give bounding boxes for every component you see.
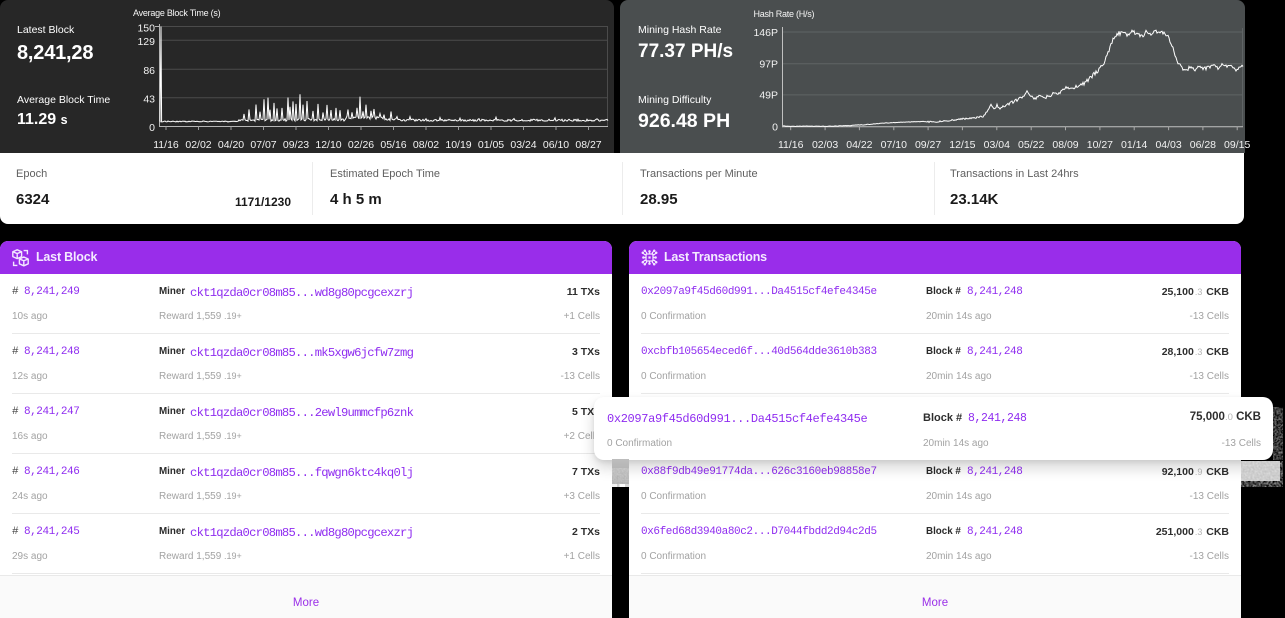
svg-text:02/03: 02/03 (812, 139, 838, 151)
svg-text:07/10: 07/10 (881, 139, 907, 151)
svg-text:07/07: 07/07 (250, 139, 276, 151)
svg-text:04/22: 04/22 (846, 139, 872, 151)
svg-text:12/10: 12/10 (315, 139, 341, 151)
svg-text:05/16: 05/16 (380, 139, 406, 151)
svg-text:01/05: 01/05 (478, 139, 504, 151)
svg-text:05/22: 05/22 (1018, 139, 1044, 151)
svg-text:10/27: 10/27 (1087, 139, 1113, 151)
svg-text:06/10: 06/10 (543, 139, 569, 151)
svg-text:Average Block Time (s): Average Block Time (s) (133, 8, 221, 18)
svg-text:09/15: 09/15 (1224, 139, 1250, 151)
svg-text:03/04: 03/04 (984, 139, 1010, 151)
svg-text:11/16: 11/16 (778, 139, 804, 151)
svg-text:0: 0 (149, 122, 155, 134)
svg-text:08/02: 08/02 (413, 139, 439, 151)
svg-text:86: 86 (143, 65, 155, 77)
svg-text:11/16: 11/16 (153, 139, 179, 151)
svg-text:150: 150 (137, 22, 155, 34)
svg-text:146P: 146P (753, 27, 778, 39)
svg-text:129: 129 (137, 36, 155, 48)
svg-text:09/23: 09/23 (283, 139, 309, 151)
svg-text:09/27: 09/27 (915, 139, 941, 151)
svg-text:Hash Rate (H/s): Hash Rate (H/s) (754, 9, 815, 19)
svg-text:01/14: 01/14 (1121, 139, 1147, 151)
svg-text:02/02: 02/02 (185, 139, 211, 151)
svg-text:02/26: 02/26 (348, 139, 374, 151)
svg-text:06/28: 06/28 (1190, 139, 1216, 151)
svg-text:12/15: 12/15 (949, 139, 975, 151)
svg-text:08/27: 08/27 (575, 139, 601, 151)
svg-text:0: 0 (772, 121, 778, 133)
svg-text:04/03: 04/03 (1155, 139, 1181, 151)
svg-text:03/24: 03/24 (510, 139, 536, 151)
svg-text:43: 43 (143, 94, 155, 106)
svg-text:04/20: 04/20 (218, 139, 244, 151)
svg-text:49P: 49P (759, 90, 778, 102)
svg-text:08/09: 08/09 (1052, 139, 1078, 151)
svg-text:97P: 97P (759, 59, 778, 71)
svg-text:10/19: 10/19 (445, 139, 471, 151)
